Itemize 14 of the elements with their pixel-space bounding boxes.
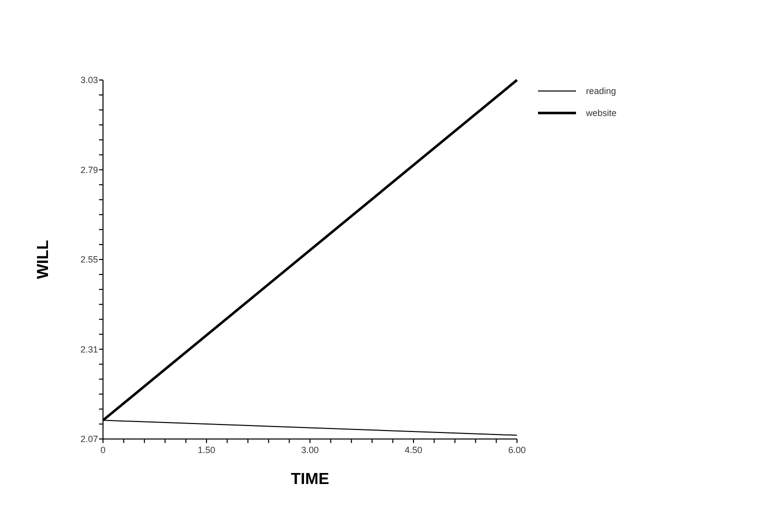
x-tick-label: 3.00: [301, 445, 319, 455]
y-tick-label: 2.31: [80, 344, 98, 354]
x-axis-title: TIME: [290, 471, 330, 488]
y-tick-label: 2.07: [80, 434, 98, 444]
x-tick-label: 1.50: [198, 445, 216, 455]
legend-label: reading: [586, 86, 616, 96]
x-tick-label: 4.50: [404, 445, 422, 455]
x-tick-label: 6.00: [508, 445, 526, 455]
y-axis-title: WILL: [35, 240, 52, 280]
y-tick-label: 2.55: [80, 254, 98, 265]
y-tick-label: 3.03: [80, 75, 98, 86]
y-tick-label: 2.79: [80, 164, 98, 175]
legend-label: website: [585, 108, 617, 118]
x-tick-label: 0: [100, 445, 106, 455]
